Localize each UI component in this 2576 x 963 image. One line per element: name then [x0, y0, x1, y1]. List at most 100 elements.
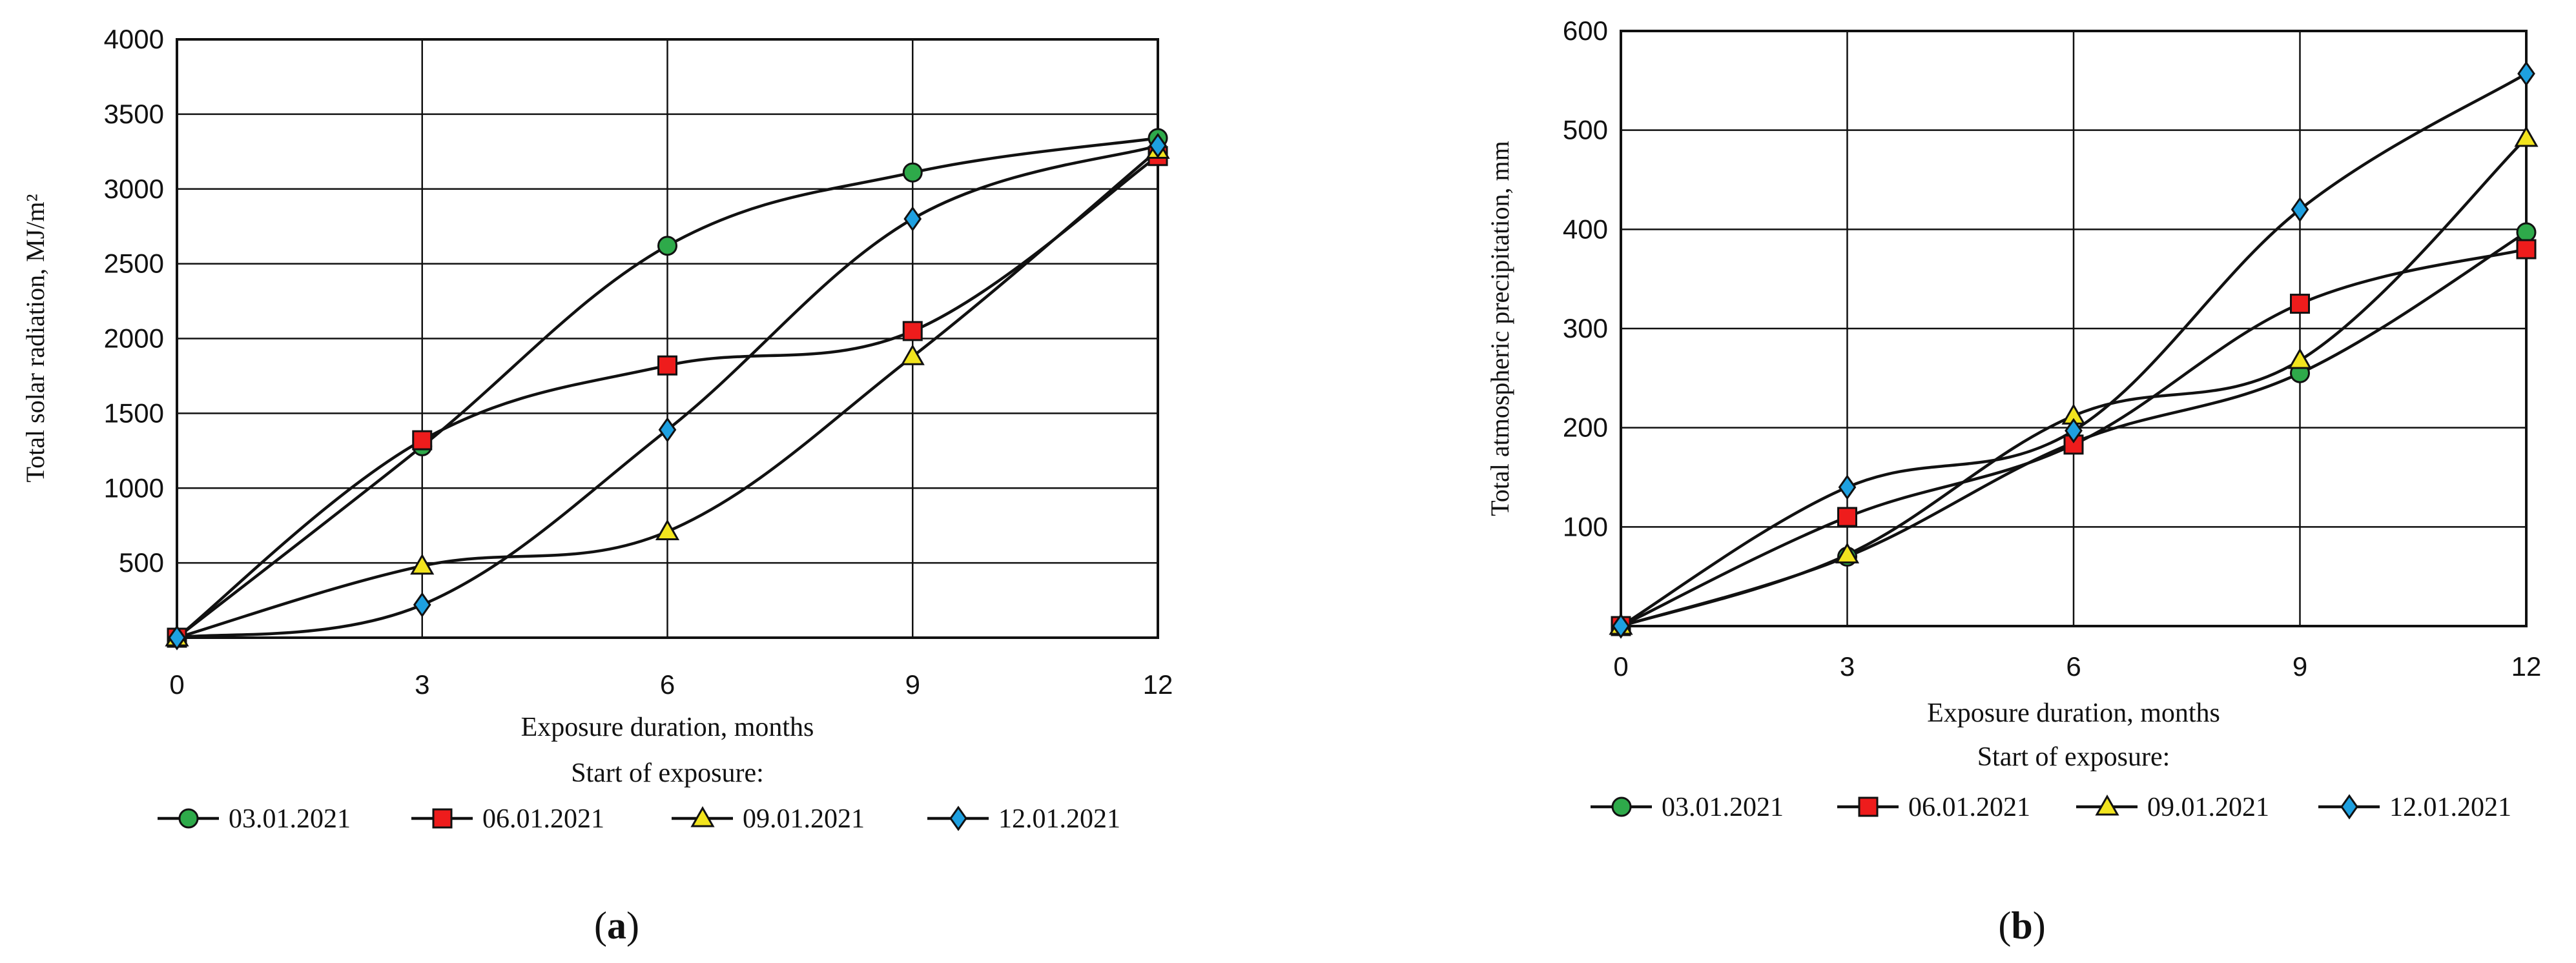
series-line	[176, 136, 1159, 639]
data-point	[655, 519, 680, 540]
x-tick-label: 12	[2511, 651, 2542, 682]
legend-marker	[2095, 794, 2119, 816]
x-tick-label: 0	[169, 669, 184, 700]
legend-marker	[1611, 796, 1632, 817]
legend-title: Start of exposure:	[571, 758, 764, 788]
data-point	[410, 553, 435, 575]
data-point	[1838, 474, 1857, 500]
y-tick-label: 200	[1563, 412, 1608, 443]
series-09.01.2021	[176, 148, 1159, 640]
data-point	[657, 355, 677, 376]
x-tick-label: 0	[1613, 651, 1628, 682]
data-point	[902, 162, 923, 183]
legend-item: 12.01.2021	[927, 804, 1120, 834]
data-point	[2517, 61, 2535, 86]
legend-title: Start of exposure:	[1977, 742, 2170, 772]
panel-paren-open: (	[594, 904, 607, 947]
x-tick-label: 9	[2293, 651, 2307, 682]
legend-label: 03.01.2021	[1662, 793, 1784, 822]
series-line	[176, 148, 1159, 640]
panel-paren-open: (	[1998, 904, 2011, 947]
data-point	[1149, 132, 1167, 159]
legend-item: 06.01.2021	[1837, 793, 2030, 822]
legend-item: 09.01.2021	[672, 804, 865, 834]
data-point	[412, 430, 433, 451]
y-tick-label: 1500	[104, 398, 164, 428]
data-point	[2290, 294, 2310, 314]
data-point	[2291, 196, 2309, 223]
x-tick-label: 9	[905, 669, 920, 700]
data-point	[903, 206, 922, 232]
legend-marker	[1858, 796, 1879, 817]
x-tick-label: 6	[2066, 651, 2081, 682]
y-axis-label: Total solar radiation, MJ/m²	[21, 194, 50, 483]
series-03.01.2021	[176, 136, 1159, 639]
panel-label-a: (a)	[594, 904, 639, 947]
legend-item: 12.01.2021	[2318, 793, 2511, 822]
data-point	[1837, 507, 1857, 527]
legend-marker	[690, 806, 715, 827]
y-tick-label: 500	[119, 547, 164, 578]
data-point	[657, 236, 677, 256]
series-markers-12.01.2021	[168, 132, 1167, 651]
data-point	[900, 344, 925, 365]
y-tick-label: 1000	[104, 472, 164, 503]
legend-marker	[178, 808, 199, 829]
x-tick-label: 12	[1143, 669, 1173, 700]
y-axis-label: Total atmospheric precipitation, mm	[1485, 141, 1514, 516]
series-markers-06.01.2021	[167, 146, 1168, 648]
data-point	[2516, 222, 2537, 243]
legend-label: 12.01.2021	[2389, 793, 2511, 822]
y-tick-label: 3000	[104, 174, 164, 204]
y-tick-label: 100	[1563, 511, 1608, 542]
legend-label: 06.01.2021	[482, 804, 604, 834]
x-tick-label: 3	[1840, 651, 1855, 682]
y-tick-label: 4000	[104, 24, 164, 54]
legend-marker	[432, 808, 453, 829]
y-tick-label: 300	[1563, 313, 1608, 343]
data-point	[658, 417, 677, 443]
legend: Start of exposure: 03.01.2021 06.01.2021 09…	[158, 758, 1120, 834]
panel-letter: b	[2011, 904, 2032, 947]
y-tick-label: 2500	[104, 248, 164, 279]
data-point	[1612, 613, 1630, 639]
legend-label: 09.01.2021	[2147, 793, 2269, 822]
data-point	[413, 592, 431, 618]
panel-label-b: (b)	[1998, 904, 2045, 947]
x-tick-label: 3	[415, 669, 429, 700]
y-tick-label: 3500	[104, 99, 164, 129]
data-point	[2065, 418, 2083, 443]
data-point	[2514, 125, 2539, 147]
x-tick-label: 6	[660, 669, 675, 700]
data-point	[2287, 348, 2313, 369]
legend-label: 09.01.2021	[743, 804, 865, 834]
legend-item: 03.01.2021	[1591, 793, 1784, 822]
data-point	[2516, 239, 2537, 259]
legend-label: 12.01.2021	[998, 804, 1120, 834]
data-point	[902, 321, 923, 341]
data-point	[1835, 542, 1860, 563]
x-axis-label: Exposure duration, months	[521, 713, 814, 742]
series-markers-12.01.2021	[1612, 61, 2535, 639]
panel-letter: a	[607, 904, 626, 947]
legend-marker	[949, 806, 967, 831]
chart-panel-b: 100 200 300 400 500 600 0 3 6 9 12 Total atmospheri…	[1485, 15, 2541, 822]
plot-frame	[1620, 30, 2528, 627]
chart-panel-a: 500 1000 1500 2000 2500 3000 3500 4000 0 3 6 9 12 Tot…	[21, 24, 1173, 834]
legend: Start of exposure: 03.01.2021 06.01.2021 09…	[1591, 742, 2511, 822]
panel-paren-close: )	[626, 904, 639, 947]
legend-item: 09.01.2021	[2076, 793, 2269, 822]
panel-paren-close: )	[2033, 904, 2046, 947]
y-tick-label: 600	[1563, 15, 1608, 46]
legend-item: 03.01.2021	[158, 804, 351, 834]
legend-label: 03.01.2021	[229, 804, 351, 834]
x-axis-label: Exposure duration, months	[1927, 698, 2220, 728]
plot-frame	[176, 38, 1159, 639]
y-tick-label: 500	[1563, 115, 1608, 145]
y-tick-label: 400	[1563, 214, 1608, 244]
y-tick-label: 2000	[104, 323, 164, 354]
legend-label: 06.01.2021	[1908, 793, 2030, 822]
data-point	[168, 625, 186, 651]
grid	[177, 39, 1158, 638]
